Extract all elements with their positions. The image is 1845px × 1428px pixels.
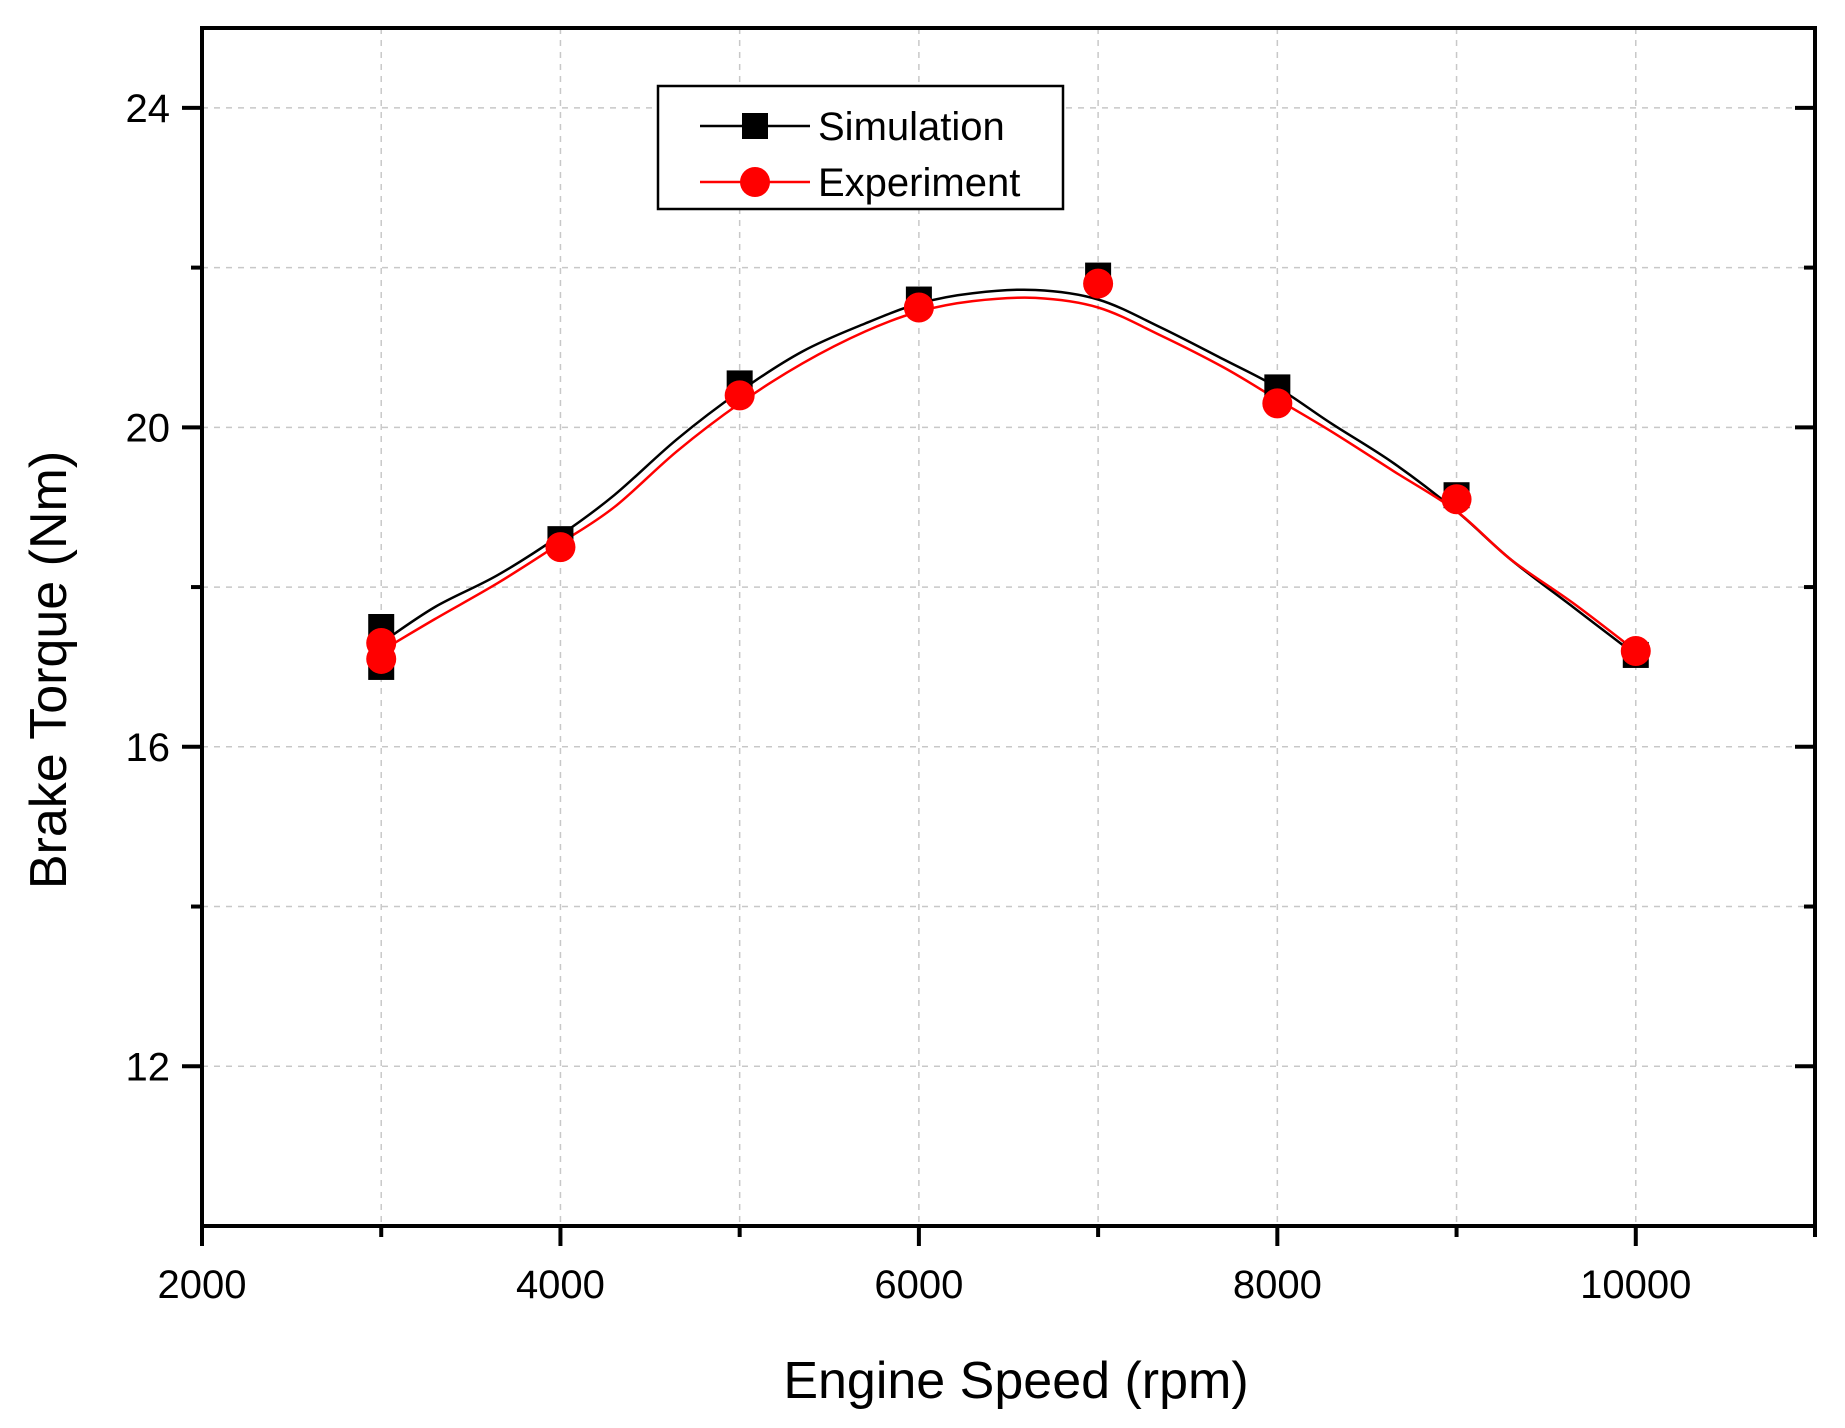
x-tick-label: 4000: [516, 1263, 605, 1307]
data-point-experiment: [1441, 484, 1472, 515]
legend: Simulation Experiment: [656, 84, 1065, 211]
x-tick-label: 8000: [1233, 1263, 1322, 1307]
data-point-experiment: [1620, 635, 1651, 666]
legend-marker-simulation: [742, 113, 768, 139]
y-axis-tick-labels: 12 16 20 24: [126, 87, 171, 1089]
x-tick-label: 10000: [1580, 1263, 1691, 1307]
series-curves: [380, 288, 1637, 656]
data-point-experiment: [724, 380, 755, 411]
series-line-experiment: [380, 296, 1637, 653]
x-tick-label: 6000: [874, 1263, 963, 1307]
legend-label-experiment: Experiment: [818, 161, 1020, 205]
series-markers: [366, 262, 1651, 680]
data-point-experiment: [903, 292, 934, 323]
data-point-experiment: [545, 532, 576, 563]
data-point-experiment: [366, 627, 397, 658]
legend-label-simulation: Simulation: [818, 105, 1005, 149]
axis-ticks: [182, 105, 1817, 1246]
y-tick-label: 12: [126, 1045, 171, 1089]
legend-marker-experiment: [740, 167, 770, 197]
series-line-simulation: [380, 288, 1637, 656]
y-tick-label: 16: [126, 726, 171, 770]
x-axis-title: Engine Speed (rpm): [783, 1352, 1248, 1410]
y-axis-title: Brake Torque (Nm): [20, 451, 78, 889]
data-point-experiment: [1262, 388, 1293, 419]
x-tick-label: 2000: [158, 1263, 247, 1307]
data-point-experiment: [1083, 268, 1114, 299]
legend-box: [656, 84, 1065, 211]
y-tick-label: 20: [126, 406, 171, 450]
plot-area-frame: [200, 26, 1817, 1228]
y-tick-label: 24: [126, 87, 171, 131]
x-axis-tick-labels: 2000 4000 6000 8000 10000: [158, 1263, 1692, 1307]
